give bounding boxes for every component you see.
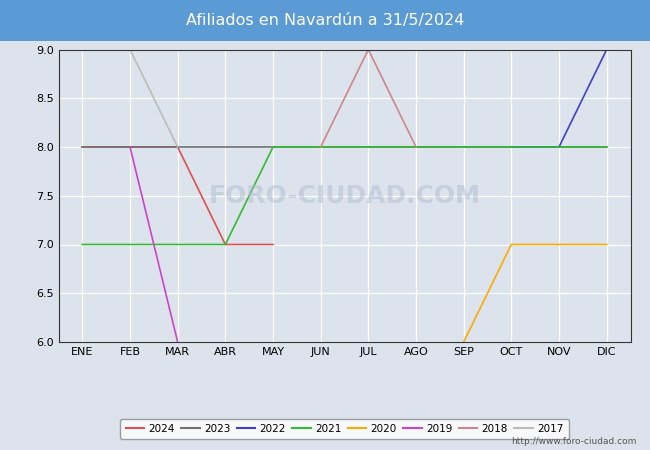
Text: FORO-CIUDAD.COM: FORO-CIUDAD.COM: [209, 184, 480, 208]
Legend: 2024, 2023, 2022, 2021, 2020, 2019, 2018, 2017: 2024, 2023, 2022, 2021, 2020, 2019, 2018…: [120, 419, 569, 439]
Text: http://www.foro-ciudad.com: http://www.foro-ciudad.com: [512, 436, 637, 446]
Text: Afiliados en Navardún a 31/5/2024: Afiliados en Navardún a 31/5/2024: [186, 13, 464, 28]
